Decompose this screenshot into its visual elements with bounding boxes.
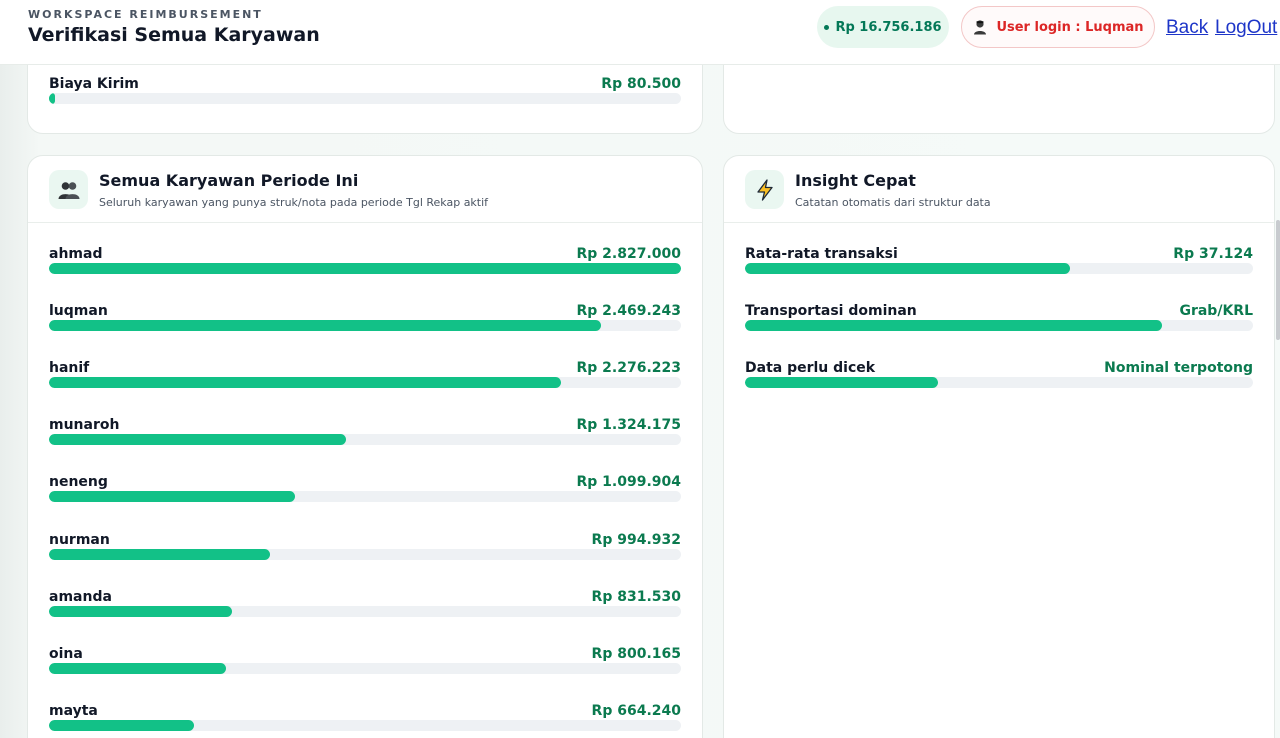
insight-progress-fill [745,263,1071,274]
insight-progress-track [745,320,1253,331]
employee-progress-track [49,662,681,674]
user-login-badge[interactable]: User login : Luqman [961,6,1155,48]
employee-value: Rp 2.276.223 [576,360,681,377]
employee-label: oina [49,645,83,662]
users-icon [49,170,88,209]
insight-row: Transportasi dominan Grab/KRL [745,303,1253,343]
employees-card-header: Semua Karyawan Periode Ini Seluruh karya… [28,156,702,223]
lightning-icon [745,170,784,209]
top-bar: WORKSPACE REIMBURSEMENT Verifikasi Semua… [0,0,1280,65]
insight-value: Nominal terpotong [1104,360,1253,376]
employee-row: mayta Rp 664.240 [49,703,681,738]
employee-row: hanif Rp 2.276.223 [49,360,681,400]
category-amount: Rp 80.500 [601,76,681,92]
employee-progress-fill [49,719,195,731]
employee-value: Rp 994.932 [591,531,681,548]
employee-progress-fill [49,662,226,674]
employee-progress-track [49,719,681,731]
employee-label: amanda [49,588,112,605]
workspace-label: WORKSPACE REIMBURSEMENT [28,8,263,21]
employees-card-subtitle: Seluruh karyawan yang punya struk/nota p… [99,196,489,209]
category-row: Biaya Kirim Rp 80.500 [49,76,681,116]
employee-row: ahmad Rp 2.827.000 [49,246,681,286]
employee-row: luqman Rp 2.469.243 [49,303,681,343]
insight-value: Grab/KRL [1179,303,1253,319]
insight-card-subtitle: Catatan otomatis dari struktur data [795,196,991,209]
employee-value: Rp 1.324.175 [576,417,681,434]
employee-row: munaroh Rp 1.324.175 [49,417,681,457]
employee-value: Rp 1.099.904 [576,474,681,491]
employee-progress-track [49,491,681,503]
insight-progress-fill [745,377,939,388]
employee-value: Rp 2.469.243 [576,303,681,320]
employee-progress-fill [49,491,296,503]
employee-value: Rp 800.165 [591,645,681,662]
page-title: Verifikasi Semua Karyawan [28,24,320,46]
employee-label: luqman [49,303,108,320]
employee-progress-track [49,263,681,274]
scrollbar[interactable] [1276,220,1280,340]
employee-row: nurman Rp 994.932 [49,532,681,572]
logout-link[interactable]: LogOut [1215,17,1278,38]
employee-progress-track [49,548,681,560]
total-amount-value: Rp 16.756.186 [835,19,942,35]
employee-label: mayta [49,702,98,719]
employee-progress-fill [49,548,271,560]
category-progress-fill [49,93,56,104]
employee-progress-fill [49,263,681,274]
employee-progress-track [49,434,681,446]
employee-row: amanda Rp 831.530 [49,589,681,629]
back-link[interactable]: Back [1166,17,1209,38]
insight-progress-track [745,263,1253,274]
employee-label: hanif [49,360,90,377]
employee-progress-track [49,320,681,332]
employee-progress-fill [49,320,601,332]
employee-label: neneng [49,474,108,491]
employee-label: nurman [49,531,110,548]
insight-row: Rata-rata transaksi Rp 37.124 [745,246,1253,286]
status-dot-icon [824,24,830,30]
employee-label: ahmad [49,246,103,262]
insight-label: Rata-rata transaksi [745,246,898,262]
total-amount-badge: Rp 16.756.186 [817,6,949,48]
insight-value: Rp 37.124 [1173,246,1253,262]
employee-value: Rp 664.240 [591,702,681,719]
insight-progress-fill [745,320,1162,331]
employees-card: Semua Karyawan Periode Ini Seluruh karya… [27,155,703,738]
insight-card-title: Insight Cepat [795,171,916,190]
user-icon [972,19,988,35]
employee-label: munaroh [49,417,120,434]
employees-card-title: Semua Karyawan Periode Ini [99,171,359,190]
employee-row: oina Rp 800.165 [49,646,681,686]
insight-row: Data perlu dicek Nominal terpotong [745,360,1253,400]
user-login-label: User login : Luqman [996,19,1144,35]
employee-progress-track [49,377,681,389]
insight-progress-track [745,377,1253,388]
employee-value: Rp 831.530 [591,588,681,605]
category-progress-track [49,93,681,104]
employee-progress-fill [49,434,347,446]
insight-label: Data perlu dicek [745,360,876,376]
insight-label: Transportasi dominan [745,303,917,319]
employee-row: neneng Rp 1.099.904 [49,474,681,514]
insight-card-header: Insight Cepat Catatan otomatis dari stru… [724,156,1274,223]
category-label: Biaya Kirim [49,76,139,92]
employee-progress-fill [49,377,561,389]
employee-progress-track [49,605,681,617]
employee-value: Rp 2.827.000 [576,246,681,262]
insight-card: Insight Cepat Catatan otomatis dari stru… [723,155,1275,738]
employee-progress-fill [49,605,233,617]
